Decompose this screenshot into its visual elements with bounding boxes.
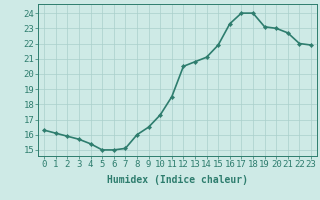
X-axis label: Humidex (Indice chaleur): Humidex (Indice chaleur)	[107, 175, 248, 185]
